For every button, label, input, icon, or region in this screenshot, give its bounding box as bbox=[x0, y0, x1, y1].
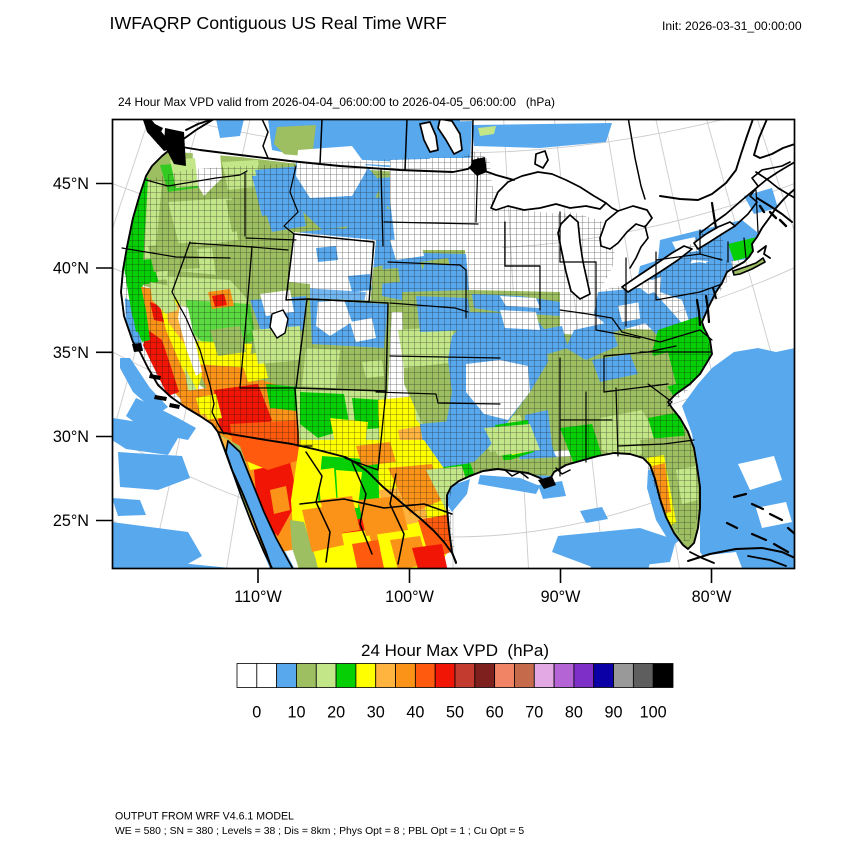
svg-text:110°W: 110°W bbox=[234, 588, 282, 606]
svg-text:100: 100 bbox=[640, 704, 667, 722]
svg-text:45°N: 45°N bbox=[53, 175, 89, 193]
svg-text:100°W: 100°W bbox=[385, 588, 434, 606]
svg-text:90: 90 bbox=[605, 704, 623, 722]
svg-text:0: 0 bbox=[252, 704, 261, 722]
svg-text:20: 20 bbox=[327, 704, 345, 722]
svg-text:OUTPUT FROM WRF V4.6.1 MODEL: OUTPUT FROM WRF V4.6.1 MODEL bbox=[115, 811, 294, 823]
svg-text:40: 40 bbox=[406, 704, 424, 722]
svg-text:80: 80 bbox=[565, 704, 583, 722]
svg-text:35°N: 35°N bbox=[53, 344, 89, 362]
svg-text:10: 10 bbox=[287, 704, 305, 722]
svg-text:25°N: 25°N bbox=[53, 512, 89, 530]
svg-text:70: 70 bbox=[525, 704, 543, 722]
svg-text:90°W: 90°W bbox=[541, 588, 581, 606]
svg-text:WE = 580 ; SN = 380 ; Levels =: WE = 580 ; SN = 380 ; Levels = 38 ; Dis … bbox=[115, 826, 524, 837]
svg-text:80°W: 80°W bbox=[692, 588, 732, 606]
svg-text:Init: 2026-03-31_00:00:00: Init: 2026-03-31_00:00:00 bbox=[662, 19, 802, 33]
svg-text:50: 50 bbox=[446, 704, 464, 722]
svg-text:30°N: 30°N bbox=[53, 428, 89, 446]
svg-text:30: 30 bbox=[367, 704, 385, 722]
svg-text:40°N: 40°N bbox=[53, 260, 89, 278]
svg-text:60: 60 bbox=[486, 704, 504, 722]
svg-text:24 Hour Max VPD (hPa): 24 Hour Max VPD (hPa) bbox=[361, 641, 549, 660]
svg-text:24 Hour Max VPD valid from 202: 24 Hour Max VPD valid from 2026-04-04_06… bbox=[118, 95, 555, 109]
svg-text:IWFAQRP Contiguous US Real Tim: IWFAQRP Contiguous US Real Time WRF bbox=[110, 13, 447, 33]
